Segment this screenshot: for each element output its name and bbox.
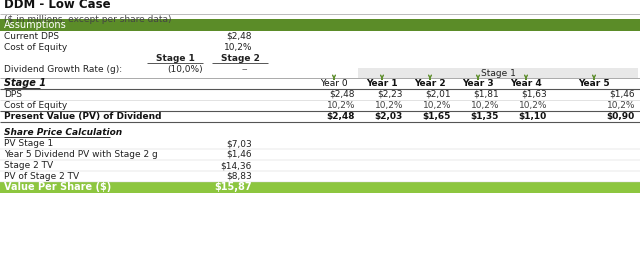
Text: Value Per Share ($): Value Per Share ($)	[4, 183, 111, 193]
Text: $7,03: $7,03	[227, 139, 252, 148]
Text: Stage 1: Stage 1	[156, 54, 195, 63]
Text: $2,48: $2,48	[326, 112, 355, 121]
Text: $14,36: $14,36	[221, 161, 252, 170]
Text: Stage 1: Stage 1	[4, 78, 46, 88]
Bar	[0, 182, 640, 193]
Text: (10,0%): (10,0%)	[167, 65, 203, 74]
Text: Year 4: Year 4	[510, 79, 542, 88]
Text: Year 1: Year 1	[366, 79, 398, 88]
Text: Dividend Growth Rate (g):: Dividend Growth Rate (g):	[4, 65, 122, 74]
Text: Year 5 Dividend PV with Stage 2 g: Year 5 Dividend PV with Stage 2 g	[4, 150, 157, 159]
Text: 10,2%: 10,2%	[223, 43, 252, 52]
Text: $1,35: $1,35	[470, 112, 499, 121]
Text: Year 2: Year 2	[414, 79, 446, 88]
Text: Present Value (PV) of Dividend: Present Value (PV) of Dividend	[4, 112, 161, 121]
Text: $1,46: $1,46	[609, 90, 635, 99]
Text: Current DPS: Current DPS	[4, 32, 59, 41]
Text: Year 3: Year 3	[462, 79, 494, 88]
Text: $1,81: $1,81	[473, 90, 499, 99]
Text: Stage 1: Stage 1	[481, 68, 515, 78]
Text: $2,03: $2,03	[375, 112, 403, 121]
Text: Stage 2: Stage 2	[221, 54, 259, 63]
Text: $2,01: $2,01	[426, 90, 451, 99]
Text: Year 5: Year 5	[578, 79, 610, 88]
Text: 10,2%: 10,2%	[374, 101, 403, 110]
Text: Year 0: Year 0	[320, 79, 348, 88]
Bar	[358, 68, 638, 78]
Text: $2,48: $2,48	[227, 32, 252, 41]
Text: Assumptions: Assumptions	[4, 20, 67, 30]
Text: 10,2%: 10,2%	[518, 101, 547, 110]
Text: 10,2%: 10,2%	[607, 101, 635, 110]
Text: Cost of Equity: Cost of Equity	[4, 101, 67, 110]
Text: 10,2%: 10,2%	[326, 101, 355, 110]
Bar	[0, 0, 640, 14]
Text: DPS: DPS	[4, 90, 22, 99]
Text: $1,46: $1,46	[227, 150, 252, 159]
Text: 10,2%: 10,2%	[470, 101, 499, 110]
Text: PV Stage 1: PV Stage 1	[4, 139, 53, 148]
Text: --: --	[242, 65, 248, 74]
Text: Share Price Calculation: Share Price Calculation	[4, 128, 122, 137]
Bar	[0, 19, 640, 31]
Text: $2,48: $2,48	[330, 90, 355, 99]
Text: $0,90: $0,90	[607, 112, 635, 121]
Bar	[0, 111, 640, 122]
Text: $2,23: $2,23	[378, 90, 403, 99]
Text: $8,83: $8,83	[227, 172, 252, 181]
Text: PV of Stage 2 TV: PV of Stage 2 TV	[4, 172, 79, 181]
Text: Cost of Equity: Cost of Equity	[4, 43, 67, 52]
Text: 10,2%: 10,2%	[422, 101, 451, 110]
Text: $1,63: $1,63	[521, 90, 547, 99]
Text: ($ in millions, except per share data): ($ in millions, except per share data)	[4, 14, 172, 24]
Text: $1,65: $1,65	[422, 112, 451, 121]
Text: Stage 2 TV: Stage 2 TV	[4, 161, 53, 170]
Text: $15,87: $15,87	[214, 183, 252, 193]
Text: DDM - Low Case: DDM - Low Case	[4, 0, 111, 12]
Text: $1,10: $1,10	[519, 112, 547, 121]
